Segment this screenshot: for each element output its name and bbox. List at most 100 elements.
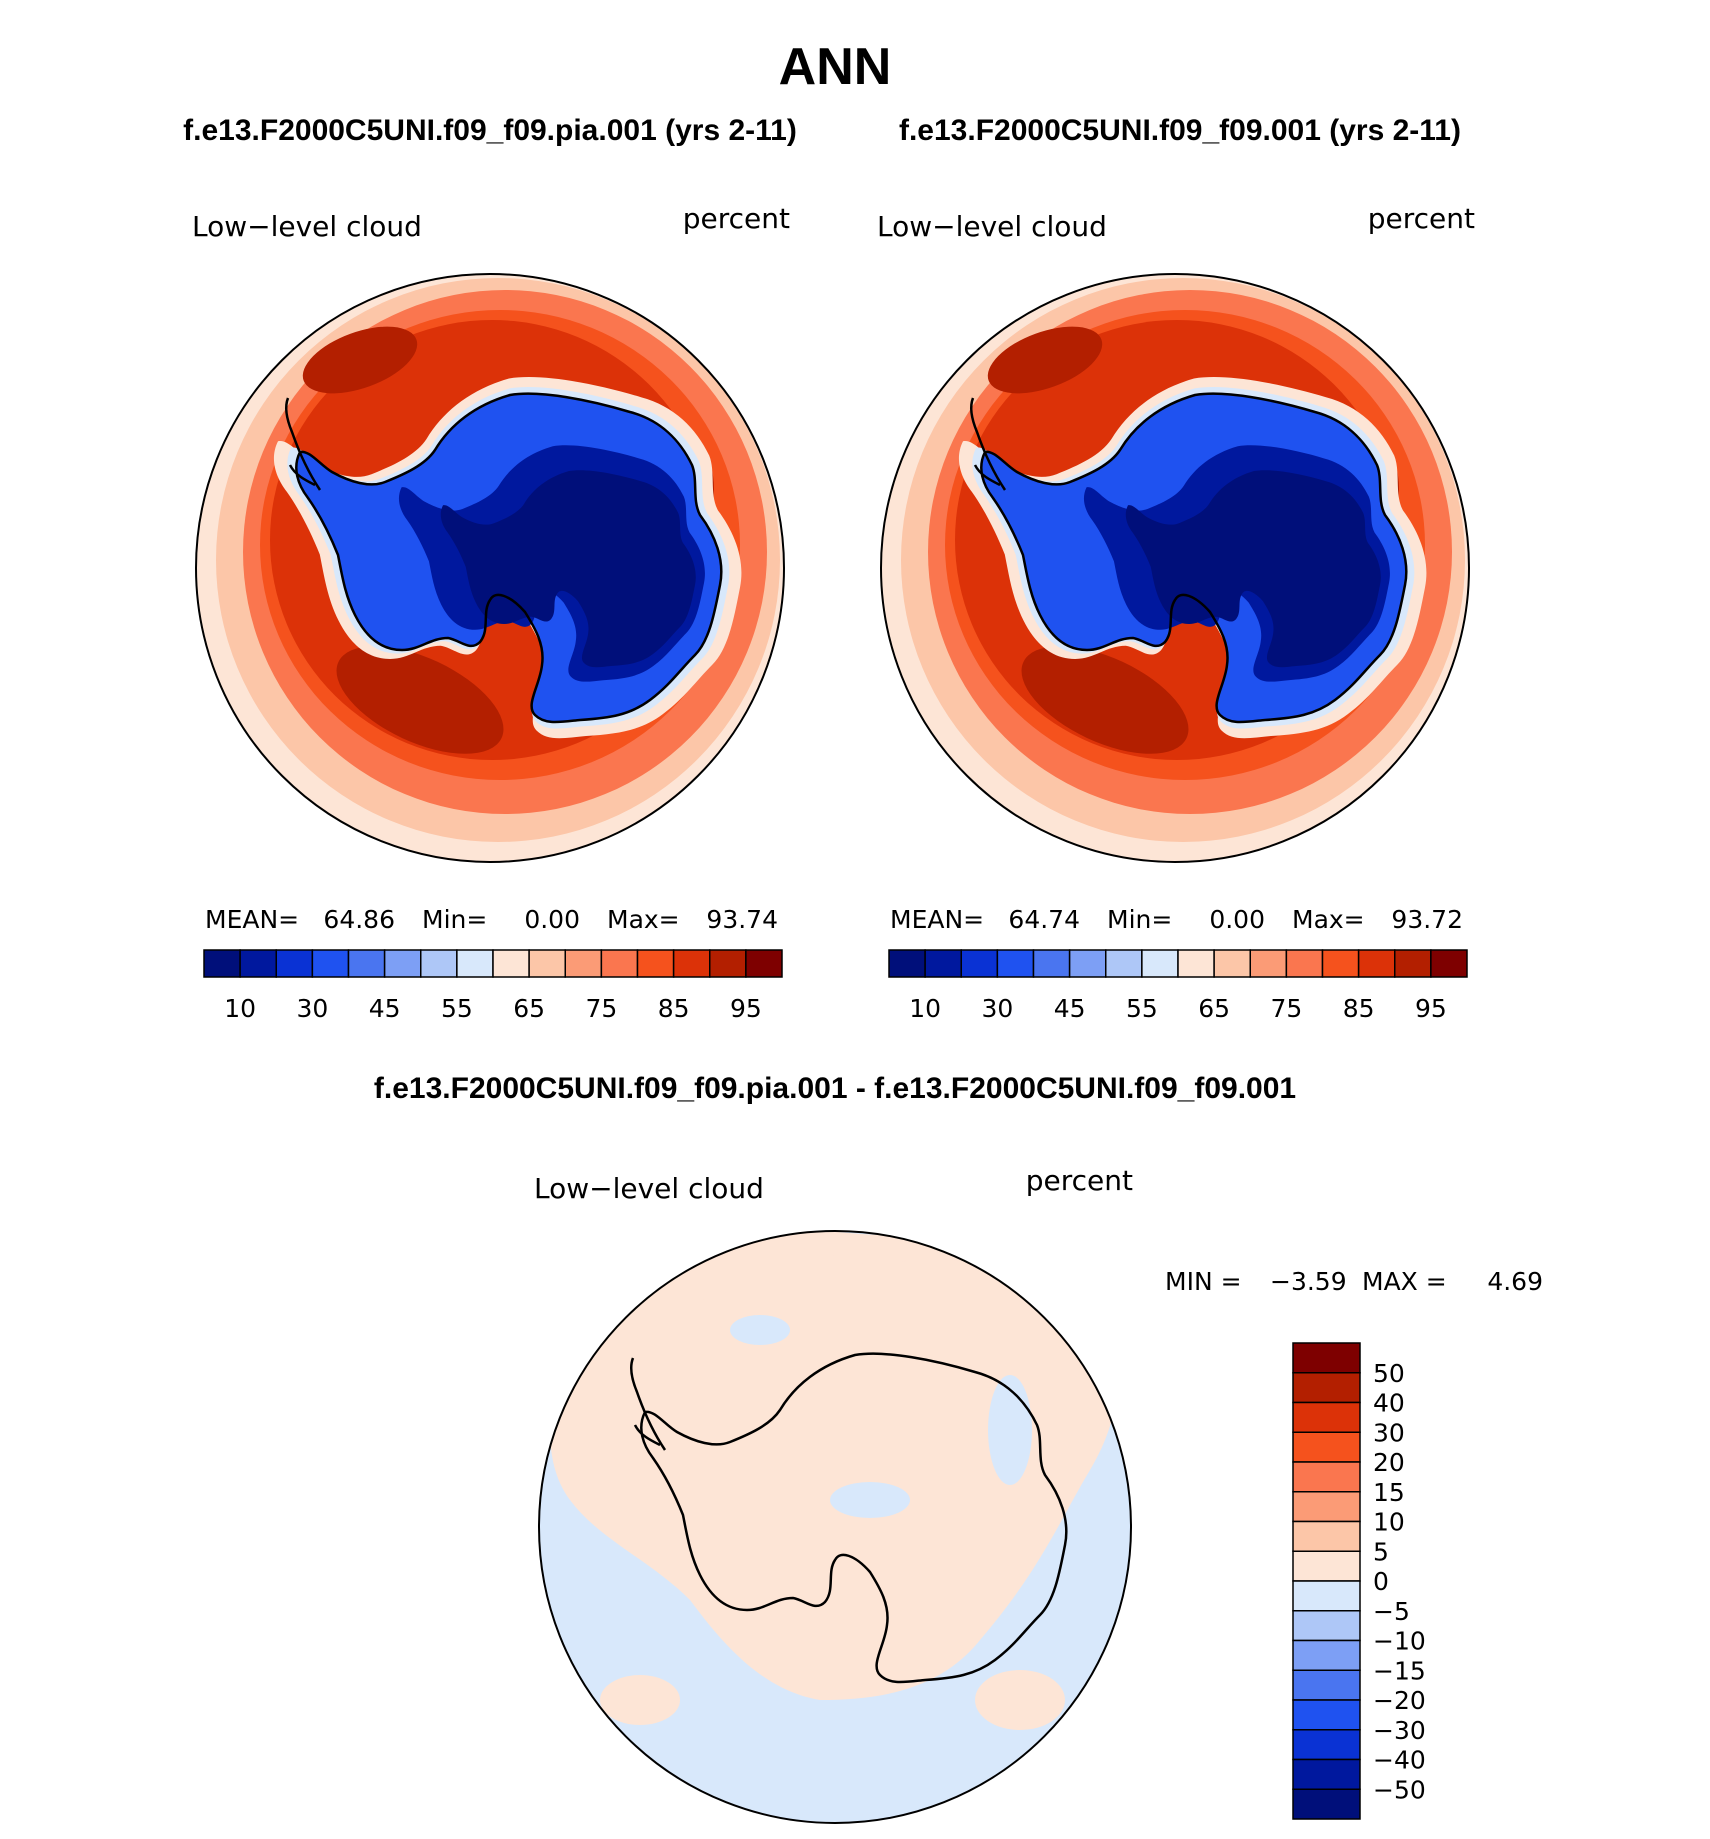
colorbar-swatch [311,949,350,978]
figure-title: ANN [779,38,892,96]
colorbar-swatch [564,949,603,978]
colorbar-tick-label: −15 [1373,1656,1426,1685]
colorbar-tick-label: 30 [981,994,1013,1023]
colorbar-tick-label: −10 [1373,1627,1426,1656]
diff-min-label: MIN = [1165,1267,1242,1296]
colorbar-tick-label: 85 [658,994,690,1023]
colorbar-tick-label: 10 [909,994,941,1023]
colorbar-tick-label: 45 [369,994,401,1023]
diff-min-max: MIN = −3.59 MAX = 4.69 [1165,1267,1543,1296]
diff-title: f.e13.F2000C5UNI.f09_f09.pia.001 - f.e13… [374,1072,1296,1105]
colorbar-swatch [960,949,999,978]
stat-max-label: Max= [607,905,680,934]
colorbar-swatch [924,949,962,978]
stat-max-value: 93.74 [706,905,778,934]
panel-left-case-title: f.e13.F2000C5UNI.f09_f09.pia.001 (yrs 2-… [183,114,797,147]
colorbar-tick-label: 85 [1343,994,1375,1023]
colorbar-tick-label: 30 [296,994,328,1023]
diff-units-label: percent [1026,1164,1133,1197]
colorbar-tick-label: −5 [1373,1597,1410,1626]
colorbar-swatch [1292,1758,1361,1790]
colorbar-swatch [275,949,314,978]
stat-min-label: Min= [422,905,487,934]
colorbar-tick-label: 0 [1373,1567,1389,1596]
diff-variable-label: Low−level cloud [534,1172,764,1205]
colorbar-tick-label: 95 [1415,994,1447,1023]
diff-max-value: 4.69 [1487,1267,1543,1296]
colorbar-tick-label: 95 [730,994,762,1023]
colorbar-tick-label: 10 [1373,1508,1405,1537]
colorbar-swatch [1292,1372,1361,1404]
colorbar-tick-label: 5 [1373,1537,1389,1566]
panel-right: f.e13.F2000C5UNI.f09_f09.001 (yrs 2-11) … [877,114,1475,1023]
colorbar-swatch [672,949,711,978]
map-cloud-max-region [302,326,418,394]
colorbar-swatch [1321,949,1360,978]
colorbar-tick-label: −50 [1373,1775,1426,1804]
map-cloud-max-region [987,326,1103,394]
diff-min-value: −3.59 [1270,1267,1347,1296]
colorbar-swatch [347,949,386,978]
stat-min-value: 0.00 [1209,905,1265,934]
colorbar-swatch [528,949,566,978]
colorbar-tick-label: 40 [1373,1389,1405,1418]
colorbar-swatch [1292,1550,1361,1582]
colorbar-tick-label: 50 [1373,1359,1405,1388]
colorbar-swatch [1292,1520,1361,1552]
stat-mean-value: 64.74 [1008,905,1080,934]
colorbar-swatch [1357,949,1396,978]
colorbar-tick-label: 20 [1373,1448,1405,1477]
colorbar-swatch [1292,1610,1361,1642]
colorbar-tick-label: 55 [441,994,473,1023]
colorbar-swatch [1292,1788,1361,1820]
diff-map-border [538,1230,1132,1824]
colorbar-tick-label: 45 [1054,994,1086,1023]
diff-positive-region [550,1231,1119,1730]
diff-max-label: MAX = [1362,1267,1447,1296]
colorbar-swatch [1430,949,1468,978]
panel-right-colorbar: 10 30 45 55 65 75 85 95 [888,949,1468,1023]
colorbar-swatch [1285,949,1324,978]
colorbar-swatch [888,949,926,978]
colorbar-swatch [709,949,747,978]
panel-left-map-border [195,273,785,863]
colorbar-swatch [203,949,241,978]
colorbar-swatch [600,949,639,978]
colorbar-tick-label: −30 [1373,1716,1426,1745]
colorbar-tick-label: 65 [513,994,545,1023]
panel-right-case-title: f.e13.F2000C5UNI.f09_f09.001 (yrs 2-11) [899,114,1461,147]
stat-max-label: Max= [1292,905,1365,934]
colorbar-tick-label: −20 [1373,1686,1426,1715]
colorbar-tick-label: 75 [1270,994,1302,1023]
panel-right-variable-label: Low−level cloud [877,210,1107,243]
panel-difference: f.e13.F2000C5UNI.f09_f09.pia.001 - f.e13… [374,1072,1543,1824]
colorbar-tick-label: 10 [224,994,256,1023]
colorbar-swatch [1249,949,1288,978]
colorbar-tick-label: 30 [1373,1418,1405,1447]
colorbar-swatch [745,949,783,978]
colorbar-swatch [1292,1401,1361,1433]
colorbar-tick-label: 55 [1126,994,1158,1023]
panel-left: f.e13.F2000C5UNI.f09_f09.pia.001 (yrs 2-… [183,114,797,1023]
colorbar-swatch [492,949,530,978]
colorbar-swatch [1292,1431,1361,1463]
colorbar-swatch [1292,1729,1361,1761]
colorbar-swatch [1292,1491,1361,1523]
colorbar-tick-label: 65 [1198,994,1230,1023]
stat-mean-value: 64.86 [323,905,395,934]
colorbar-swatch [1068,949,1107,978]
panel-left-variable-label: Low−level cloud [192,210,422,243]
diff-map [539,1231,1131,1823]
colorbar-swatch [1292,1580,1361,1612]
colorbar-swatch [1292,1669,1361,1701]
panel-left-units-label: percent [683,202,790,235]
panel-right-map-border [880,273,1470,863]
colorbar-swatch [1213,949,1251,978]
colorbar-swatch [1292,1342,1361,1374]
panel-left-map [196,274,784,862]
colorbar-swatch [1394,949,1432,978]
colorbar-tick-label: 15 [1373,1478,1405,1507]
colorbar-swatch [1105,949,1143,978]
